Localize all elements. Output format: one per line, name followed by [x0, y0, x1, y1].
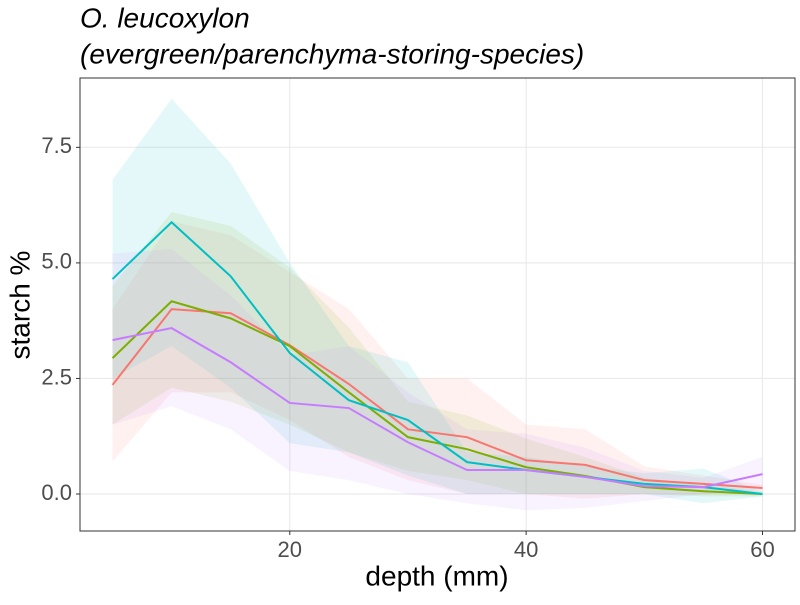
grid	[80, 78, 795, 531]
panel-border	[79, 77, 796, 532]
x-axis-title: depth (mm)	[365, 560, 508, 591]
series-line	[111, 220, 763, 496]
series-line	[111, 300, 763, 496]
y-axis-title: starch %	[4, 251, 35, 360]
y-tick-label: 7.5	[41, 133, 72, 158]
y-tick-label: 2.5	[41, 364, 72, 389]
x-tick-label: 60	[750, 537, 774, 562]
y-tick-label: 5.0	[41, 249, 72, 274]
confidence-band	[112, 249, 763, 511]
x-tick-label: 20	[278, 537, 302, 562]
bands	[112, 98, 763, 511]
confidence-band	[112, 212, 763, 497]
x-tick-label: 40	[514, 537, 538, 562]
chart-title: O. leucoxylon	[80, 2, 250, 33]
series-line	[112, 327, 763, 489]
y-tick-label: 0.0	[41, 480, 72, 505]
lines	[111, 220, 763, 496]
confidence-band	[112, 98, 763, 504]
confidence-band	[112, 221, 763, 499]
series-line	[111, 308, 763, 490]
chart-subtitle: (evergreen/parenchyma-storing-species)	[80, 38, 584, 69]
